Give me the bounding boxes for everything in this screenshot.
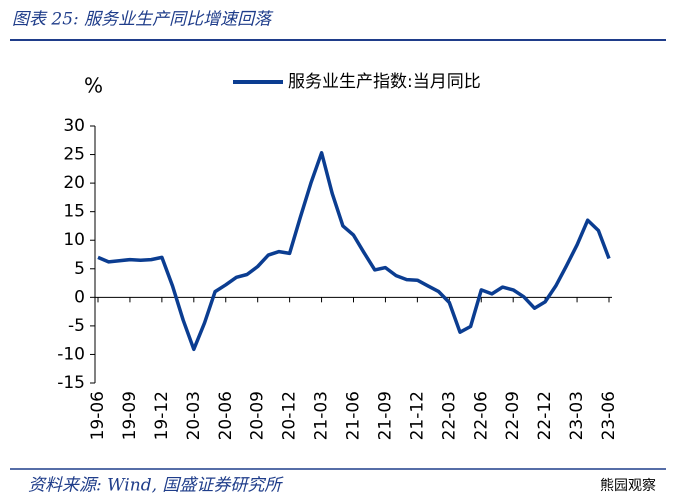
x-tick-label: 22-09 <box>503 391 523 440</box>
y-tick-label: 5 <box>74 259 85 279</box>
x-tick-label: 21-12 <box>407 391 427 440</box>
series-line <box>97 151 611 352</box>
x-tick-label: 20-12 <box>280 391 300 440</box>
y-tick-label: -15 <box>57 373 85 393</box>
x-tick-label: 20-03 <box>184 391 204 440</box>
y-tick-label: 10 <box>63 230 85 250</box>
x-tick-label: 22-12 <box>535 391 555 440</box>
watermark: 熊园观察 <box>600 477 656 494</box>
x-tick-label: 19-12 <box>152 391 172 440</box>
x-tick-label: 23-06 <box>599 391 619 440</box>
x-tick-label: 22-06 <box>471 391 491 440</box>
x-tick-label: 21-03 <box>312 391 332 440</box>
x-tick-label: 22-03 <box>439 391 459 440</box>
source-note: 资料来源: Wind, 国盛证券研究所 <box>28 476 284 496</box>
x-tick-label: 20-09 <box>248 391 268 440</box>
x-tick-label: 23-03 <box>567 391 587 440</box>
x-tick-label: 21-09 <box>375 391 395 440</box>
y-tick-label: 30 <box>63 116 85 136</box>
y-tick-label: 0 <box>74 287 85 307</box>
x-tick-label: 19-06 <box>88 391 108 440</box>
y-tick-label: 20 <box>63 173 85 193</box>
y-tick-label: -5 <box>68 316 85 336</box>
x-tick-label: 19-09 <box>120 391 140 440</box>
chart-title: 图表 25: 服务业生产同比增速回落 <box>12 10 274 30</box>
legend-label: 服务业生产指数:当月同比 <box>288 72 481 92</box>
y-tick-label: -10 <box>57 344 85 364</box>
y-tick-label: 15 <box>63 202 85 222</box>
x-tick-label: 20-06 <box>216 391 236 440</box>
y-axis-label: % <box>84 74 103 98</box>
y-tick-label: 25 <box>63 145 85 165</box>
x-tick-label: 21-06 <box>344 391 364 440</box>
